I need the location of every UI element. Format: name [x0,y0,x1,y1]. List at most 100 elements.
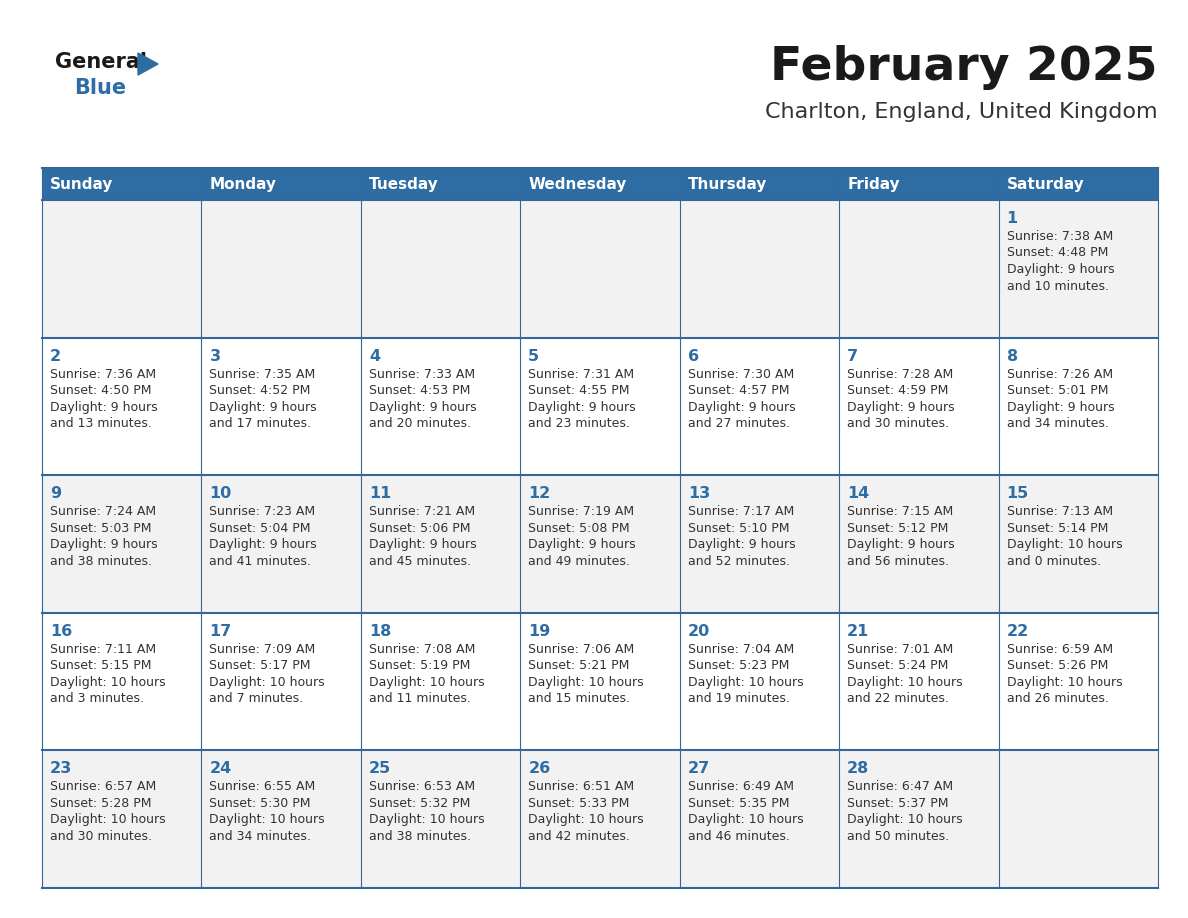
Bar [202,168,361,200]
Text: Sunday: Sunday [50,176,113,192]
Text: Daylight: 9 hours: Daylight: 9 hours [688,538,795,551]
Text: Sunrise: 7:09 AM: Sunrise: 7:09 AM [209,643,316,655]
Text: Monday: Monday [209,176,277,192]
Text: Daylight: 10 hours: Daylight: 10 hours [529,676,644,688]
Text: Sunset: 5:12 PM: Sunset: 5:12 PM [847,521,948,534]
Bar [361,338,520,476]
Text: Daylight: 9 hours: Daylight: 9 hours [50,400,158,414]
Text: Sunset: 5:08 PM: Sunset: 5:08 PM [529,521,630,534]
Text: and 20 minutes.: and 20 minutes. [368,417,470,431]
Bar [42,338,202,476]
Text: Sunset: 4:55 PM: Sunset: 4:55 PM [529,384,630,397]
Bar [202,338,361,476]
Bar [42,476,202,613]
Text: Sunrise: 6:51 AM: Sunrise: 6:51 AM [529,780,634,793]
Text: Daylight: 10 hours: Daylight: 10 hours [847,676,962,688]
Text: 13: 13 [688,487,710,501]
Text: and 52 minutes.: and 52 minutes. [688,554,790,567]
Text: Sunset: 4:48 PM: Sunset: 4:48 PM [1006,247,1108,260]
Text: Daylight: 9 hours: Daylight: 9 hours [1006,400,1114,414]
Text: 15: 15 [1006,487,1029,501]
Text: 8: 8 [1006,349,1018,364]
Text: 5: 5 [529,349,539,364]
Text: and 13 minutes.: and 13 minutes. [50,417,152,431]
Text: and 45 minutes.: and 45 minutes. [368,554,470,567]
Bar [361,200,520,338]
Bar [680,200,839,338]
Text: 14: 14 [847,487,870,501]
Text: Blue: Blue [74,78,126,98]
Text: Sunrise: 7:24 AM: Sunrise: 7:24 AM [50,505,156,518]
Text: Sunset: 5:23 PM: Sunset: 5:23 PM [688,659,789,672]
Text: Daylight: 10 hours: Daylight: 10 hours [688,813,803,826]
Bar [520,476,680,613]
Text: 24: 24 [209,761,232,777]
Text: Tuesday: Tuesday [368,176,438,192]
Text: Sunrise: 6:49 AM: Sunrise: 6:49 AM [688,780,794,793]
Text: Sunset: 4:52 PM: Sunset: 4:52 PM [209,384,311,397]
Text: Daylight: 10 hours: Daylight: 10 hours [209,813,326,826]
Text: Sunset: 5:26 PM: Sunset: 5:26 PM [1006,659,1108,672]
Text: 20: 20 [688,624,710,639]
Bar [361,750,520,888]
Text: Sunrise: 7:35 AM: Sunrise: 7:35 AM [209,367,316,381]
Text: Sunset: 5:37 PM: Sunset: 5:37 PM [847,797,949,810]
Text: and 19 minutes.: and 19 minutes. [688,692,790,705]
Text: 22: 22 [1006,624,1029,639]
Bar [42,168,202,200]
Text: 16: 16 [50,624,72,639]
Text: and 26 minutes.: and 26 minutes. [1006,692,1108,705]
Text: Daylight: 10 hours: Daylight: 10 hours [50,813,165,826]
Text: Sunrise: 7:31 AM: Sunrise: 7:31 AM [529,367,634,381]
Text: Daylight: 10 hours: Daylight: 10 hours [50,676,165,688]
Bar [839,750,999,888]
Bar [999,750,1158,888]
Text: 10: 10 [209,487,232,501]
Bar [680,338,839,476]
Text: and 11 minutes.: and 11 minutes. [368,692,470,705]
Bar [520,750,680,888]
Text: and 30 minutes.: and 30 minutes. [50,830,152,843]
Text: Sunset: 5:35 PM: Sunset: 5:35 PM [688,797,789,810]
Text: and 0 minutes.: and 0 minutes. [1006,554,1101,567]
Text: Sunset: 5:15 PM: Sunset: 5:15 PM [50,659,152,672]
Text: 19: 19 [529,624,550,639]
Text: 21: 21 [847,624,870,639]
Text: Sunrise: 6:57 AM: Sunrise: 6:57 AM [50,780,157,793]
Text: Sunrise: 7:01 AM: Sunrise: 7:01 AM [847,643,954,655]
Text: and 38 minutes.: and 38 minutes. [50,554,152,567]
Text: and 3 minutes.: and 3 minutes. [50,692,144,705]
Text: Daylight: 10 hours: Daylight: 10 hours [368,676,485,688]
Text: Daylight: 9 hours: Daylight: 9 hours [209,538,317,551]
Text: and 27 minutes.: and 27 minutes. [688,417,790,431]
Text: 4: 4 [368,349,380,364]
Text: Daylight: 9 hours: Daylight: 9 hours [50,538,158,551]
Text: Daylight: 9 hours: Daylight: 9 hours [368,400,476,414]
Text: Sunrise: 7:30 AM: Sunrise: 7:30 AM [688,367,794,381]
Text: Thursday: Thursday [688,176,767,192]
Text: 25: 25 [368,761,391,777]
Bar [520,200,680,338]
Text: Sunrise: 7:15 AM: Sunrise: 7:15 AM [847,505,954,518]
Text: Daylight: 10 hours: Daylight: 10 hours [1006,538,1123,551]
Text: Sunrise: 6:59 AM: Sunrise: 6:59 AM [1006,643,1113,655]
Bar [520,338,680,476]
Polygon shape [138,53,158,75]
Text: Sunset: 5:03 PM: Sunset: 5:03 PM [50,521,152,534]
Text: Sunrise: 6:55 AM: Sunrise: 6:55 AM [209,780,316,793]
Text: 23: 23 [50,761,72,777]
Text: Sunset: 5:30 PM: Sunset: 5:30 PM [209,797,311,810]
Text: Sunrise: 7:23 AM: Sunrise: 7:23 AM [209,505,316,518]
Text: and 50 minutes.: and 50 minutes. [847,830,949,843]
Text: and 7 minutes.: and 7 minutes. [209,692,304,705]
Text: February 2025: February 2025 [771,46,1158,91]
Bar [202,613,361,750]
Bar [520,168,680,200]
Text: 7: 7 [847,349,858,364]
Text: Sunset: 5:01 PM: Sunset: 5:01 PM [1006,384,1108,397]
Text: and 49 minutes.: and 49 minutes. [529,554,630,567]
Text: and 56 minutes.: and 56 minutes. [847,554,949,567]
Bar [520,613,680,750]
Bar [839,168,999,200]
Text: Sunrise: 7:17 AM: Sunrise: 7:17 AM [688,505,794,518]
